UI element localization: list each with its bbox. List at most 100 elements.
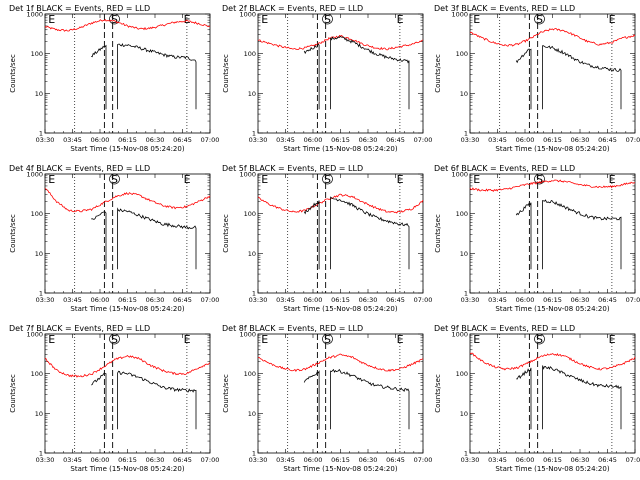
events-series-line (91, 207, 197, 270)
plot-frame (44, 333, 211, 454)
y-tick-label: 1000 (451, 171, 468, 179)
x-axis-label: Start Time (15-Nov-08 05:24:20) (283, 145, 397, 153)
x-tick-label: 03:45 (488, 296, 507, 304)
x-tick-label: 06:30 (571, 456, 590, 464)
saa-marker: S (536, 173, 543, 186)
x-tick-label: 06:15 (331, 456, 350, 464)
eclipse-marker: E (609, 173, 616, 186)
saa-marker-ring (322, 13, 333, 25)
eclipse-marker: E (397, 13, 404, 26)
saa-marker: S (536, 333, 543, 346)
x-tick-label: 03:45 (488, 136, 507, 144)
y-axis-label: Counts/sec (434, 54, 442, 93)
plot-frame (44, 13, 211, 134)
x-axis-label: Start Time (15-Nov-08 05:24:20) (70, 465, 184, 473)
x-tick-label: 06:00 (304, 456, 323, 464)
x-tick-label: 06:45 (598, 456, 617, 464)
x-tick-label: 03:30 (461, 456, 480, 464)
x-axis-label: Start Time (15-Nov-08 05:24:20) (495, 145, 609, 153)
eclipse-marker: E (184, 13, 191, 26)
y-tick-label: 10 (460, 250, 468, 258)
y-tick-label: 1 (464, 450, 468, 458)
lld-series-line (44, 18, 211, 32)
x-axis-label: Start Time (15-Nov-08 05:24:20) (283, 305, 397, 313)
y-tick-label: 1000 (451, 331, 468, 339)
x-tick-label: 03:30 (249, 456, 268, 464)
y-tick-label: 1000 (26, 331, 43, 339)
eclipse-marker: E (397, 333, 404, 346)
plot-frame (469, 173, 636, 294)
x-tick-label: 06:15 (118, 136, 137, 144)
eclipse-marker: E (48, 173, 55, 186)
x-tick-label: 06:45 (173, 456, 192, 464)
y-axis-label: Counts/sec (434, 374, 442, 413)
y-tick-label: 10 (248, 90, 256, 98)
x-tick-label: 06:00 (304, 136, 323, 144)
x-tick-label: 07:00 (414, 296, 433, 304)
plot-frame (257, 333, 424, 454)
x-tick-label: 03:30 (36, 296, 55, 304)
x-tick-label: 06:45 (386, 456, 405, 464)
x-tick-label: 06:30 (571, 296, 590, 304)
lld-series-line (469, 352, 636, 371)
x-tick-label: 07:00 (414, 456, 433, 464)
detector-panel: Det 8f BLACK = Events, RED = LLD 1 10 100 10… (222, 324, 432, 473)
eclipse-marker: E (261, 13, 268, 26)
saa-marker-ring (322, 333, 333, 345)
y-tick-label: 1 (39, 130, 43, 138)
x-axis-label: Start Time (15-Nov-08 05:24:20) (495, 465, 609, 473)
x-axis-label: Start Time (15-Nov-08 05:24:20) (283, 465, 397, 473)
y-tick-label: 1 (252, 290, 256, 298)
events-series-line (516, 365, 622, 430)
y-tick-label: 100 (456, 50, 468, 58)
x-tick-label: 06:45 (173, 136, 192, 144)
plot-frame (257, 173, 424, 294)
eclipse-marker: E (48, 13, 55, 26)
saa-marker: S (111, 13, 118, 26)
x-tick-label: 06:00 (516, 456, 535, 464)
x-tick-label: 07:00 (201, 136, 220, 144)
plot-frame (44, 173, 211, 294)
detector-panel: Det 3f BLACK = Events, RED = LLD 1 10 100 10… (434, 4, 640, 153)
panel-title: Det 9f BLACK = Events, RED = LLD (434, 324, 575, 333)
x-tick-label: 06:30 (146, 296, 165, 304)
eclipse-marker: E (473, 13, 480, 26)
y-tick-label: 100 (244, 370, 256, 378)
x-tick-label: 03:30 (36, 136, 55, 144)
y-axis-label: Counts/sec (222, 54, 230, 93)
x-tick-label: 03:45 (63, 296, 82, 304)
plot-frame (469, 333, 636, 454)
x-tick-label: 06:30 (359, 136, 378, 144)
detector-panel: Det 7f BLACK = Events, RED = LLD 1 10 100 10… (9, 324, 219, 473)
eclipse-marker: E (184, 333, 191, 346)
x-tick-label: 06:00 (91, 296, 110, 304)
x-tick-label: 06:30 (359, 296, 378, 304)
saa-marker-ring (109, 333, 120, 345)
y-tick-label: 1000 (26, 11, 43, 19)
x-tick-label: 06:00 (91, 136, 110, 144)
panel-title: Det 8f BLACK = Events, RED = LLD (222, 324, 363, 333)
lld-series-line (257, 353, 424, 372)
x-axis-label: Start Time (15-Nov-08 05:24:20) (495, 305, 609, 313)
y-tick-label: 1 (464, 290, 468, 298)
panel-title: Det 1f BLACK = Events, RED = LLD (9, 4, 150, 13)
saa-marker-ring (109, 13, 120, 25)
plot-frame (257, 13, 424, 134)
x-tick-label: 06:45 (598, 136, 617, 144)
events-series-line (515, 199, 622, 270)
eclipse-marker: E (397, 173, 404, 186)
events-series-line (91, 370, 197, 430)
events-series-line (515, 45, 622, 110)
x-tick-label: 06:15 (543, 296, 562, 304)
eclipse-marker: E (609, 333, 616, 346)
x-tick-label: 03:30 (36, 456, 55, 464)
events-series-line (303, 36, 410, 110)
y-tick-label: 1 (39, 290, 43, 298)
y-axis-label: Counts/sec (9, 374, 17, 413)
saa-marker-ring (534, 13, 545, 25)
y-tick-label: 10 (460, 90, 468, 98)
events-series-line (303, 368, 410, 430)
saa-marker: S (111, 173, 118, 186)
x-tick-label: 07:00 (201, 456, 220, 464)
